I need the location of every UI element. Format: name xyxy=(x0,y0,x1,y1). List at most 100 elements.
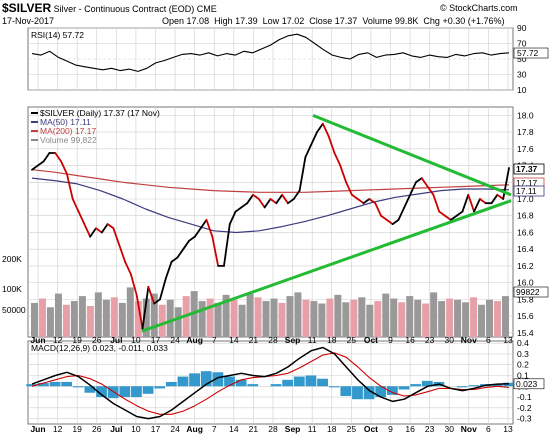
macd-histogram-bar xyxy=(154,386,166,389)
volume-bar xyxy=(390,298,398,337)
macd-histogram-bar xyxy=(386,386,398,395)
macd-label: MACD(12,26,9) 0.023, -0.011, 0.033 xyxy=(31,343,168,353)
ma50-line xyxy=(31,177,510,234)
resistance-trendline xyxy=(312,113,512,197)
price-segment xyxy=(193,227,202,238)
volume-bar xyxy=(158,304,166,337)
x-tick-label: 24 xyxy=(170,424,180,434)
macd-histogram-bar xyxy=(26,384,38,387)
x-tick-label: 14 xyxy=(229,424,239,434)
x-tick-label: 12 xyxy=(53,335,63,345)
x-tick-label: Jul xyxy=(110,424,122,434)
macd-histogram-bar xyxy=(352,386,363,400)
macd-histogram-bar xyxy=(96,386,107,398)
volume-bar xyxy=(214,302,222,337)
price-segment xyxy=(246,193,254,205)
price-segment xyxy=(77,210,86,225)
volume-bar xyxy=(70,301,78,337)
macd-histogram-bar xyxy=(49,381,61,387)
price-segment xyxy=(473,198,481,213)
volume-bar xyxy=(462,302,470,337)
macd-histogram-bar xyxy=(468,385,480,387)
price-segment xyxy=(275,193,284,205)
x-tick-label: 19 xyxy=(72,335,82,345)
price-segment xyxy=(83,223,92,238)
volume-y-tick: 50000 xyxy=(2,305,26,315)
x-tick-label: 28 xyxy=(268,335,278,345)
x-tick-label: 25 xyxy=(347,335,357,345)
rsi-value-tag xyxy=(513,47,549,59)
price-segment xyxy=(54,152,62,163)
volume-bar xyxy=(334,294,342,337)
price-segment xyxy=(415,177,423,184)
volume-bar xyxy=(294,292,302,337)
volume-value: 99.8K xyxy=(394,16,419,26)
close-label: Close xyxy=(309,16,333,26)
price-segment xyxy=(432,193,441,213)
volume-bar xyxy=(310,301,318,337)
macd-y-tick: -0.1 xyxy=(517,392,532,402)
volume-bar xyxy=(110,297,118,337)
volume-bar xyxy=(230,299,238,337)
rsi-y-tick: 70 xyxy=(517,39,527,49)
macd-line xyxy=(31,346,510,420)
chg-value: +0.30 (+1.76%) xyxy=(442,16,505,26)
price-legend-entry: $SILVER (Daily) 17.37 (17 Nov) xyxy=(40,108,160,118)
macd-y-tick: 0.2 xyxy=(517,360,529,370)
price-segment xyxy=(257,198,266,209)
price-legend-entry: MA(50) 17.11 xyxy=(40,117,91,127)
x-tick-label: 10 xyxy=(131,424,141,434)
x-tick-label: 26 xyxy=(92,424,102,434)
volume-y-tick: 200K xyxy=(2,254,22,264)
macd-histogram-bar xyxy=(107,386,119,399)
symbol: $SILVER xyxy=(2,1,52,15)
price-tag xyxy=(513,185,545,197)
macd-y-tick: 0.3 xyxy=(517,349,529,359)
macd-histogram-bar xyxy=(305,375,317,387)
macd-histogram-bar xyxy=(270,384,282,387)
price-segment xyxy=(444,214,452,221)
price-segment xyxy=(211,235,220,267)
price-segment xyxy=(188,235,196,242)
x-tick-label: 21 xyxy=(249,335,259,345)
price-segment xyxy=(310,131,318,146)
price-tag xyxy=(513,163,545,175)
macd-histogram-bar xyxy=(247,384,259,387)
volume-bar xyxy=(502,296,509,337)
price-segment xyxy=(164,260,173,280)
volume-y-tick: 100K xyxy=(2,284,22,294)
volume-bar xyxy=(86,306,94,337)
x-tick-label: Aug xyxy=(186,335,203,345)
price-segment xyxy=(403,193,412,209)
macd-histogram-bar xyxy=(142,386,154,394)
volume-bar xyxy=(222,294,230,337)
x-tick-label: Nov xyxy=(461,424,477,434)
x-tick-label: 7 xyxy=(212,424,217,434)
macd-histogram-bar xyxy=(61,381,73,387)
volume-bar xyxy=(94,292,102,337)
macd-histogram-bar xyxy=(375,386,387,398)
macd-value-tag xyxy=(513,378,545,390)
x-tick-label: 28 xyxy=(268,424,278,434)
x-tick-label: Oct xyxy=(364,335,378,345)
price-segment xyxy=(153,298,161,305)
price-y-tick: 16.8 xyxy=(517,211,534,221)
volume-bar xyxy=(142,298,150,337)
price-segment xyxy=(502,167,510,200)
rsi-line xyxy=(31,33,510,72)
volume-bar xyxy=(398,302,406,337)
volume-bar xyxy=(430,292,438,337)
price-tag-text: 17.11 xyxy=(516,186,537,196)
rsi-y-tick: 10 xyxy=(517,85,527,95)
macd-histogram-bar xyxy=(84,386,96,393)
volume-bar xyxy=(270,298,278,337)
volume-bar xyxy=(238,304,246,337)
price-segment xyxy=(170,256,179,263)
price-segment xyxy=(135,294,144,330)
price-segment xyxy=(287,198,295,205)
macd-histogram-bar xyxy=(224,376,235,387)
volume-bar xyxy=(318,303,326,337)
x-tick-label: 11 xyxy=(308,335,317,345)
macd-histogram-bar xyxy=(398,386,410,390)
